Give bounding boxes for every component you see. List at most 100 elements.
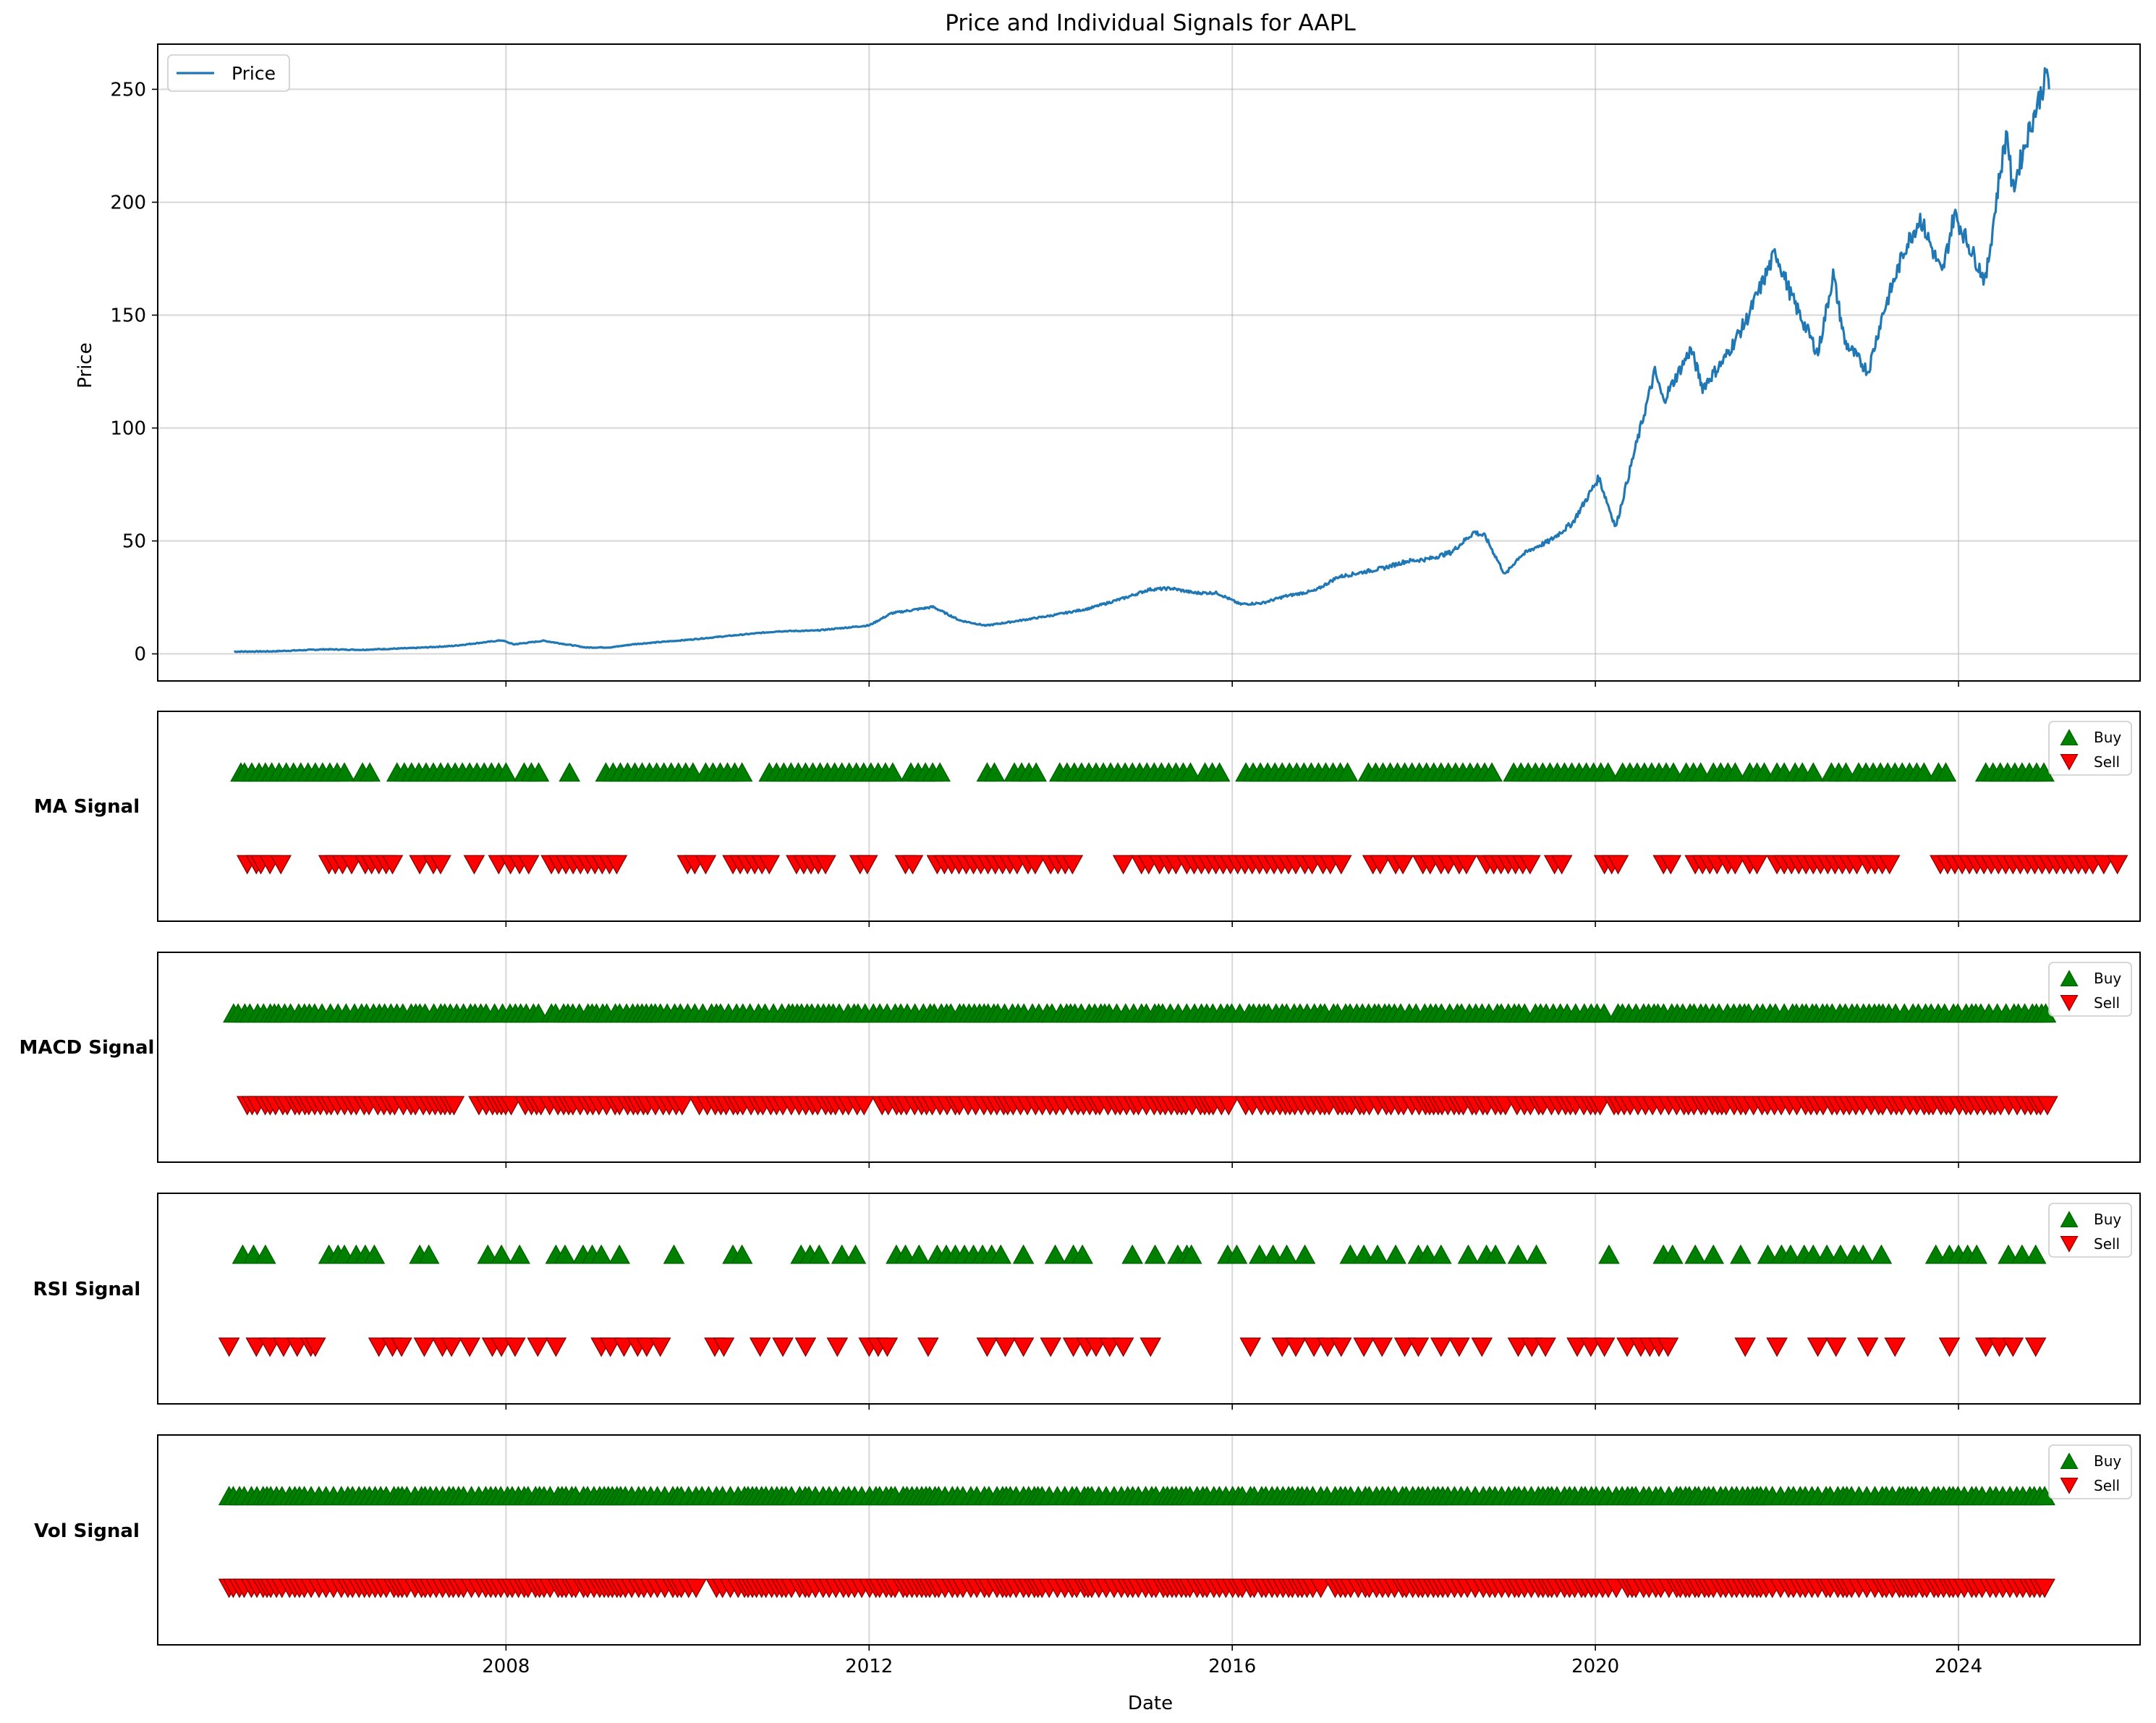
y-tick-label: 150: [110, 305, 146, 326]
sell-marker: [917, 1337, 939, 1358]
sell-marker: [1353, 1337, 1375, 1358]
sell-marker: [1878, 855, 1901, 875]
buy-marker: [1802, 762, 1825, 782]
buy-marker: [1012, 1244, 1035, 1264]
buy-marker: [1757, 1244, 1779, 1264]
sell-marker: [1303, 1337, 1325, 1358]
y-tick-label: 50: [122, 531, 146, 553]
sell-marker: [245, 1337, 268, 1358]
sell-marker: [613, 1337, 635, 1358]
sell-marker: [826, 1337, 849, 1358]
sell-marker: [413, 1337, 436, 1358]
sell-marker: [286, 1337, 308, 1358]
buy-markers: [223, 1003, 2057, 1023]
buy-marker: [559, 762, 581, 782]
buy-marker: [1998, 1244, 2019, 1264]
sell-marker: [1507, 1337, 1529, 1358]
sell-marker: [1938, 1337, 1961, 1358]
sell-marker: [976, 1337, 998, 1358]
sell-marker: [409, 855, 430, 875]
rsi-signal-panel: Buy Sell: [157, 1193, 2141, 1410]
buy-marker: [254, 1244, 276, 1264]
buy-marker: [1385, 1244, 1406, 1264]
signal-axes-frame: [157, 1193, 2141, 1405]
legend-buy-swatch: [2060, 1452, 2079, 1470]
sell-marker: [1589, 1096, 1611, 1116]
sell-marker: [305, 1337, 326, 1358]
price-legend: Price: [167, 54, 290, 92]
sell-marker: [713, 1337, 735, 1358]
legend-sell-label: Sell: [2094, 753, 2120, 771]
buy-marker: [908, 1244, 930, 1264]
sell-marker: [1085, 1337, 1107, 1358]
sell-marker: [1371, 1337, 1393, 1358]
signal-axes-frame: [157, 952, 2141, 1163]
legend-price-label: Price: [232, 63, 276, 84]
buy-marker: [1071, 1244, 1093, 1264]
buy-marker: [1525, 1244, 1548, 1264]
sell-marker: [441, 1337, 462, 1358]
buy-marker: [1966, 1244, 1987, 1264]
x-tick-label: 2020: [1571, 1656, 1619, 1677]
legend-buy-swatch: [2060, 729, 2079, 746]
buy-marker: [1507, 1244, 1529, 1264]
legend-buy-label: Buy: [2094, 729, 2121, 746]
buy-marker: [1485, 1244, 1506, 1264]
sell-marker: [459, 1337, 480, 1358]
sell-marker: [273, 1337, 294, 1358]
buy-marker: [590, 1244, 612, 1264]
sell-marker: [1061, 855, 1084, 875]
sell-markers: [236, 855, 2129, 875]
sell-marker: [856, 855, 878, 875]
y-tick-label: 250: [110, 79, 146, 101]
buy-marker: [363, 1244, 386, 1264]
x-tick-label: 2008: [482, 1656, 530, 1677]
price-panel: 0 50 100 150 200 250 Price: [110, 43, 2141, 687]
buy-marker: [334, 762, 355, 782]
sell-marker: [259, 1337, 281, 1358]
buy-marker: [844, 1244, 867, 1264]
sell-markers: [218, 1337, 2047, 1358]
sell-marker: [2106, 855, 2129, 875]
sell-marker: [500, 1096, 522, 1116]
buy-marker: [509, 1244, 531, 1264]
buy-marker: [1924, 1244, 1947, 1264]
legend-buy-swatch: [2060, 1211, 2079, 1228]
sell-marker: [1519, 855, 1541, 875]
vol-signal-panel: 2008 2012 2016 2020 2024 Buy Sell: [157, 1434, 2141, 1677]
buy-marker: [417, 1244, 440, 1264]
sell-marker: [2092, 855, 2115, 875]
sell-marker: [2037, 1096, 2058, 1116]
buy-marker: [495, 762, 517, 782]
sell-marker: [1317, 1337, 1338, 1358]
buy-marker: [1913, 762, 1935, 782]
rsi-signal-label: RSI Signal: [33, 1279, 141, 1300]
sell-marker: [853, 1096, 875, 1116]
buy-marker: [1852, 1244, 1875, 1264]
sell-marker: [649, 1337, 671, 1358]
sell-marker: [1550, 855, 1573, 875]
y-tick-label: 100: [110, 418, 146, 439]
ma-signal-panel: Buy Sell: [157, 711, 2141, 927]
sell-marker: [994, 1337, 1017, 1358]
signal-legend: Buy Sell: [2048, 1444, 2132, 1499]
sell-markers: [218, 1578, 2055, 1599]
macd-signal-panel: Buy Sell: [157, 952, 2141, 1168]
sell-marker: [527, 1337, 549, 1358]
sell-marker: [772, 1337, 794, 1358]
buy-marker: [1702, 1244, 1725, 1264]
buy-marker: [1724, 762, 1747, 782]
legend-sell-swatch: [2060, 994, 2079, 1012]
buy-marker: [1593, 1003, 1615, 1023]
legend-sell-swatch: [2060, 1477, 2079, 1494]
buy-marker: [663, 1244, 685, 1264]
legend-buy-label: Buy: [2094, 1452, 2121, 1470]
x-tick-label: 2016: [1208, 1656, 1256, 1677]
sell-marker: [1062, 1337, 1085, 1358]
sell-marker: [1657, 1337, 1679, 1358]
sell-marker: [368, 1337, 390, 1358]
sell-marker: [430, 855, 451, 875]
sell-marker: [1616, 1337, 1638, 1358]
sell-marker: [1974, 1337, 1997, 1358]
